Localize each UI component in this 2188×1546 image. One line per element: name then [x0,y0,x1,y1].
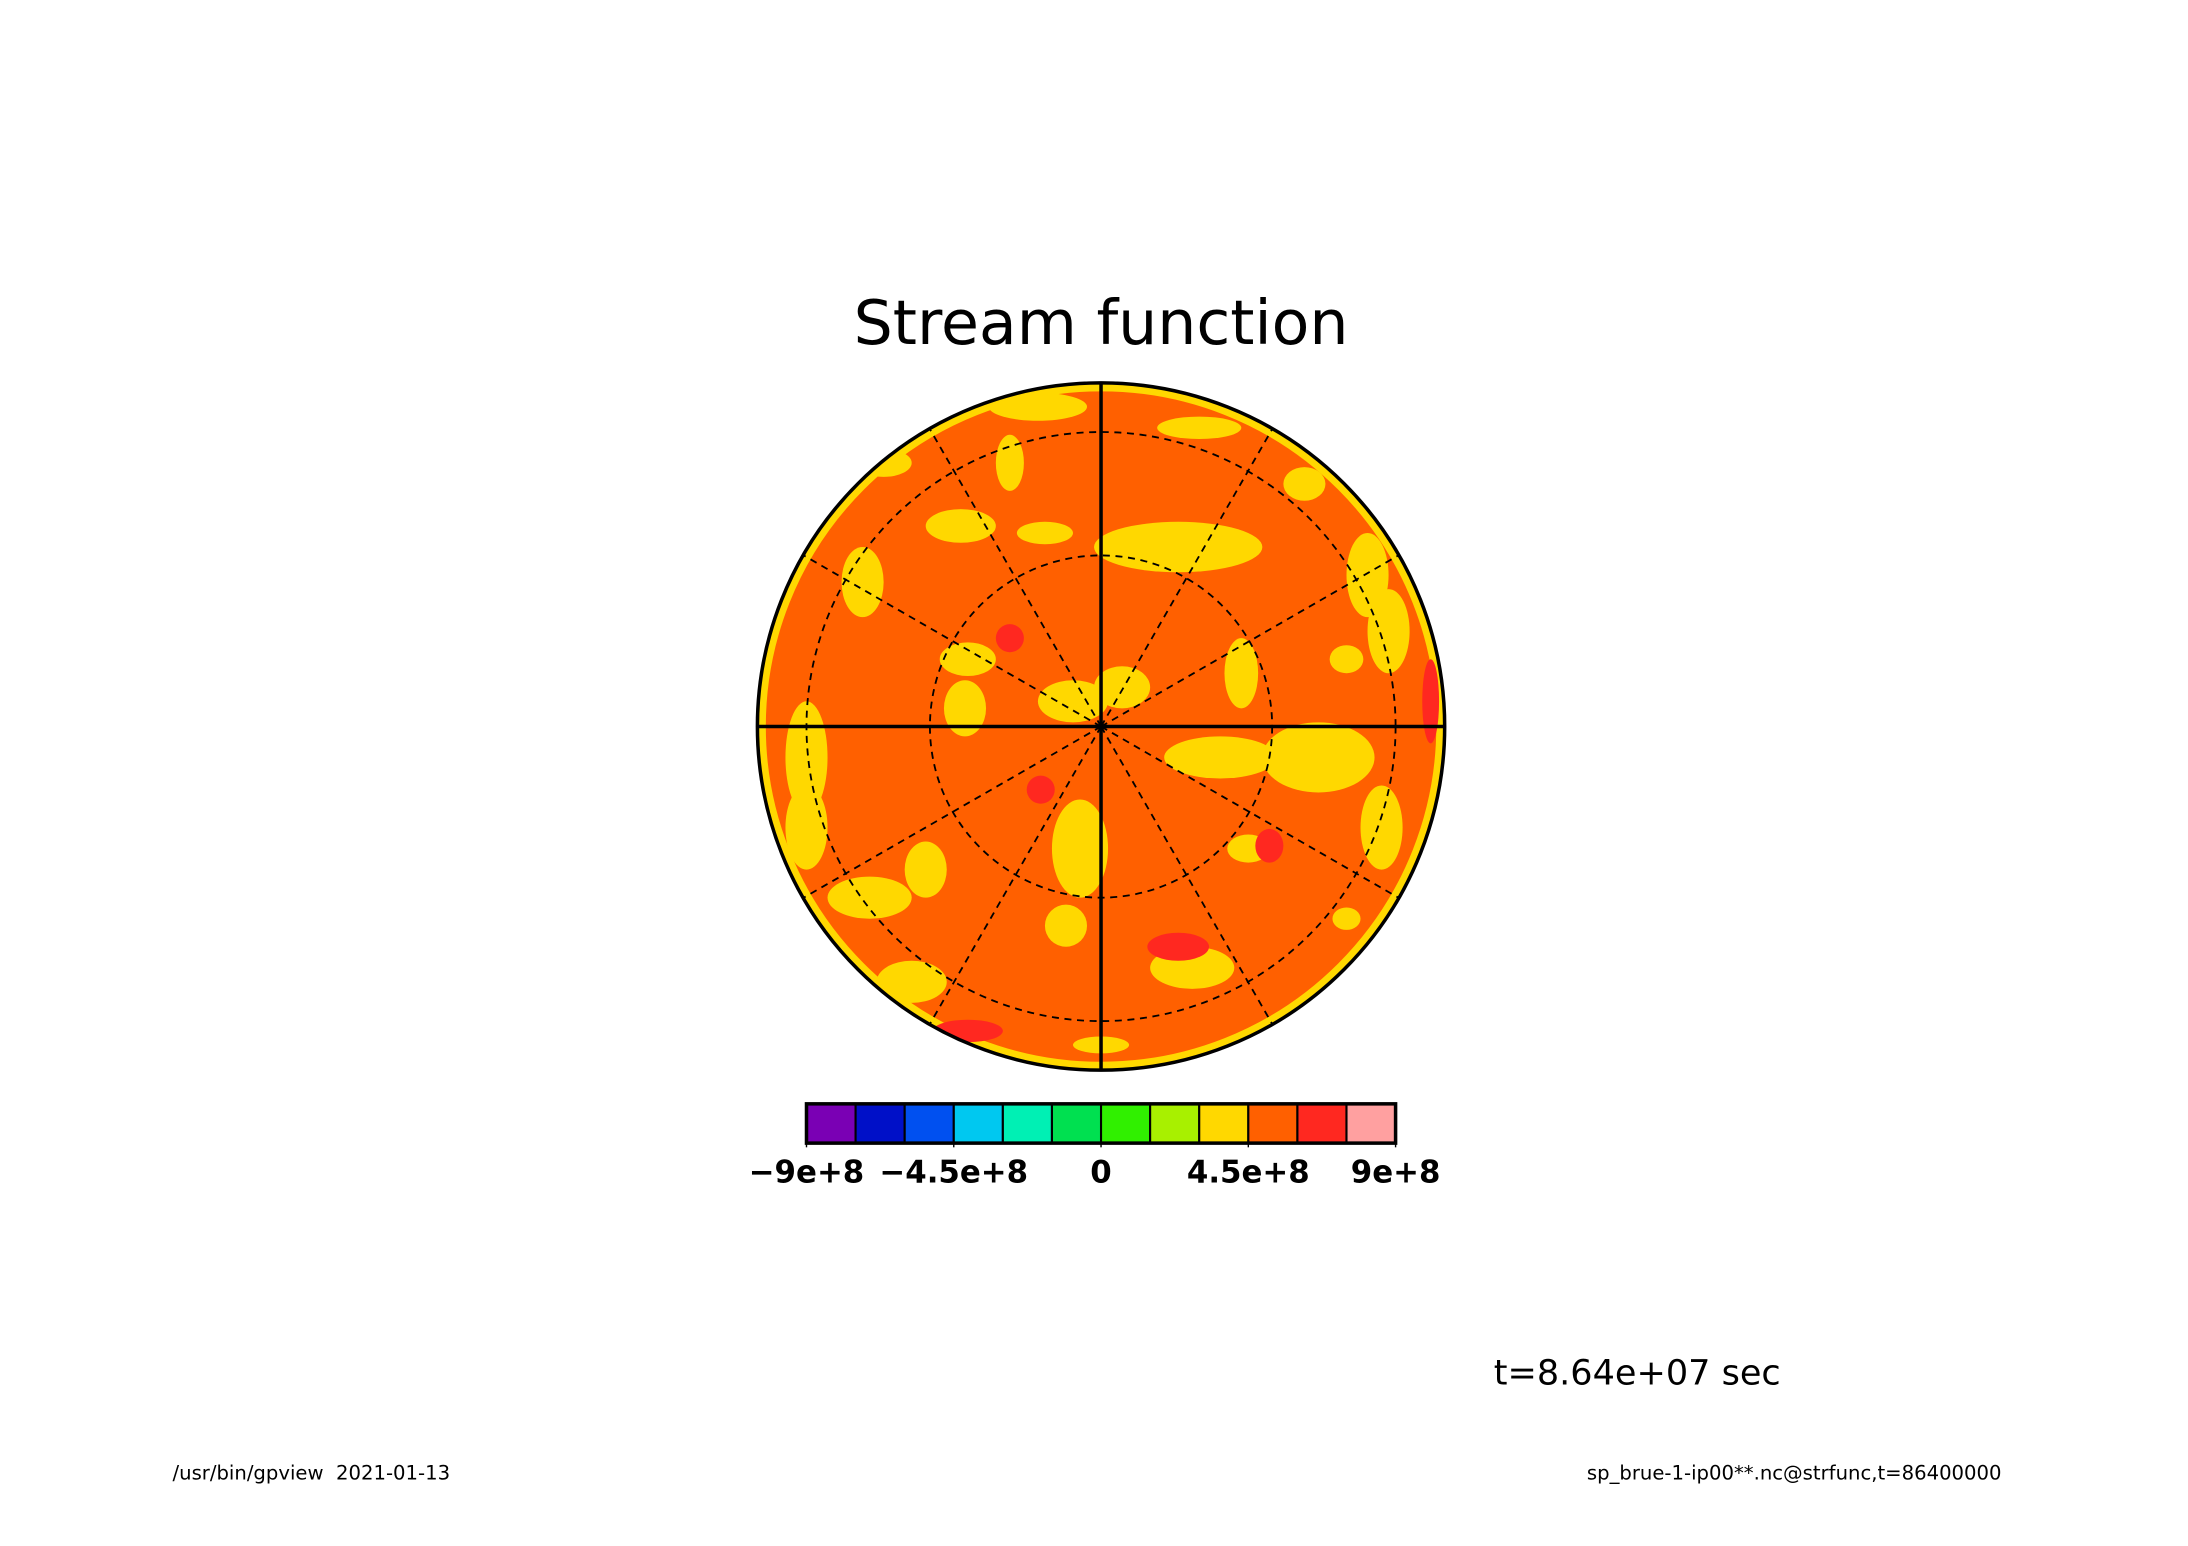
colorbar-box [805,1102,857,1145]
colorbar-tick-label: −9e+8 [749,1154,865,1190]
plot: Stream function [173,287,2002,1485]
colorbar-box [952,1102,1004,1145]
colorbar-box [903,1102,955,1145]
colorbar-box [1001,1102,1054,1145]
colorbar-tick-label: −4.5e+8 [879,1154,1028,1190]
chart-title: Stream function [854,287,1349,359]
colorbar-box [1198,1102,1250,1145]
annotation: t=8.64e+07 sec [1494,1353,1781,1394]
colorbar-box [1099,1102,1152,1145]
map-frame [755,381,1447,1072]
colorbar-box [1345,1102,1397,1145]
colorbar-box [1247,1102,1299,1145]
colorbar-tick-label: 9e+8 [1351,1154,1441,1190]
contour-regions-red [932,624,1440,1043]
contour-regions-yellow [785,392,1410,1054]
colorbar-tick-label: 4.5e+8 [1187,1154,1310,1190]
colorbar-box [1050,1102,1103,1145]
footer-left: /usr/bin/gpview 2021-01-13 [173,1462,451,1485]
footer-right: sp_brue-1-ip00**.nc@strfunc,t=86400000 [1587,1462,2002,1485]
colorbar-box [1296,1102,1348,1145]
colorbar-box [854,1102,906,1145]
colorbar-tick-label: 0 [1090,1154,1111,1190]
colorbar-box [1149,1102,1201,1145]
